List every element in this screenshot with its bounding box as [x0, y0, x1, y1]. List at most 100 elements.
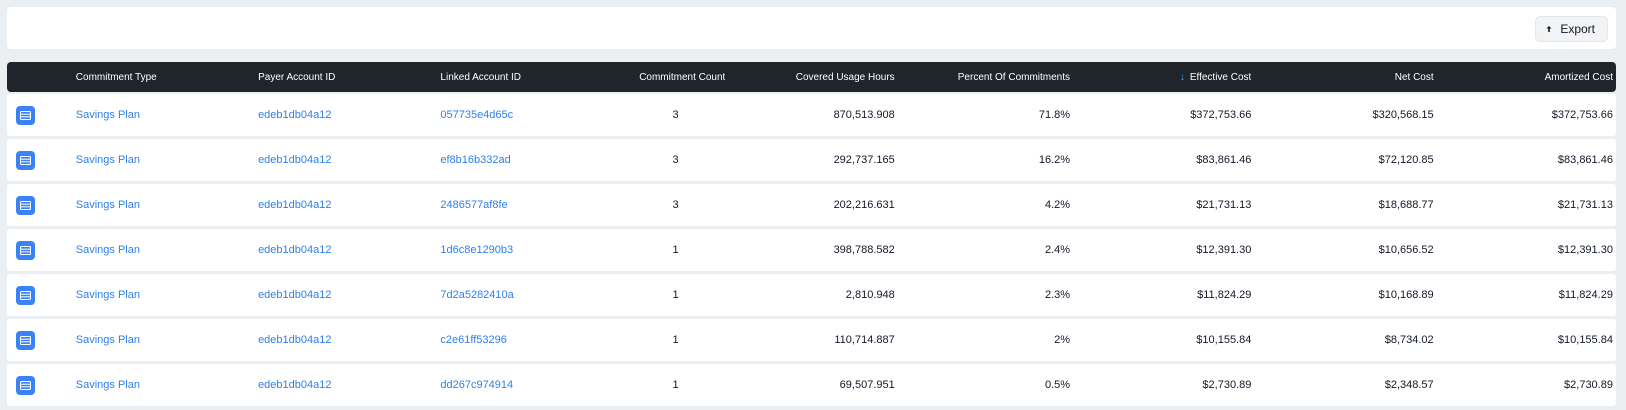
commitments-table: Commitment Type Payer Account ID Linked …	[7, 62, 1616, 406]
table-details-glyph	[20, 245, 31, 255]
commitment-count-cell: 3	[672, 199, 679, 211]
commitment-count-cell: 1	[672, 334, 679, 346]
commitment-type-link[interactable]: Savings Plan	[75, 109, 140, 121]
net-cost-cell: $10,656.52	[1378, 244, 1434, 256]
net-cost-cell: $72,120.85	[1378, 154, 1434, 166]
table-row: Savings Plan edeb1db04a12 c2e61ff53296 1 110…	[7, 319, 1616, 361]
arrow-down-icon: ↓	[1179, 71, 1185, 83]
linked-account-id-link[interactable]: dd267c974914	[440, 379, 514, 391]
payer-account-id-link[interactable]: edeb1db04a12	[258, 334, 332, 346]
effective-cost-cell: $83,861.46	[1196, 154, 1252, 166]
effective-cost-cell: $11,824.29	[1197, 289, 1252, 301]
table-row: Savings Plan edeb1db04a12 dd267c974914 1 69,…	[7, 364, 1616, 406]
commitment-type-link[interactable]: Savings Plan	[75, 199, 140, 211]
amortized-cost-cell: $21,731.13	[1557, 199, 1613, 211]
percent-of-commitments-cell: 2.4%	[1044, 244, 1071, 256]
row-icon-cell	[7, 285, 76, 305]
header-net-cost[interactable]: Net Cost	[1394, 71, 1434, 83]
row-icon-cell	[7, 150, 76, 170]
commitment-count-cell: 3	[672, 109, 679, 121]
payer-account-id-link[interactable]: edeb1db04a12	[258, 379, 332, 391]
table-row: Savings Plan edeb1db04a12 ef8b16b332ad 3 292…	[7, 139, 1616, 181]
table-details-icon[interactable]	[16, 195, 35, 215]
commitment-type-link[interactable]: Savings Plan	[75, 289, 140, 301]
linked-account-id-link[interactable]: 2486577af8fe	[440, 199, 508, 211]
header-linked-account-id[interactable]: Linked Account ID	[440, 71, 522, 83]
export-icon	[1546, 26, 1552, 32]
commitment-count-cell: 1	[672, 289, 679, 301]
table-details-glyph	[20, 380, 31, 390]
net-cost-cell: $320,568.15	[1372, 109, 1434, 121]
amortized-cost-cell: $11,824.29	[1558, 289, 1613, 301]
net-cost-cell: $8,734.02	[1384, 334, 1434, 346]
commitment-count-cell: 3	[672, 154, 679, 166]
effective-cost-cell: $2,730.89	[1202, 379, 1252, 391]
table-row: Savings Plan edeb1db04a12 057735e4d65c 3 870…	[7, 94, 1616, 136]
linked-account-id-link[interactable]: c2e61ff53296	[440, 334, 507, 346]
amortized-cost-cell: $2,730.89	[1564, 379, 1613, 391]
covered-usage-hours-cell: 398,788.582	[833, 244, 895, 256]
table-details-glyph	[20, 200, 31, 210]
row-icon-cell	[7, 240, 76, 260]
table-row: Savings Plan edeb1db04a12 7d2a5282410a 1 2,8…	[7, 274, 1616, 316]
table-details-glyph	[20, 155, 31, 165]
commitment-count-cell: 1	[672, 244, 679, 256]
table-details-icon[interactable]	[16, 285, 35, 305]
table-details-glyph	[20, 335, 31, 345]
payer-account-id-link[interactable]: edeb1db04a12	[258, 109, 332, 121]
linked-account-id-link[interactable]: 057735e4d65c	[440, 109, 514, 121]
table-row: Savings Plan edeb1db04a12 1d6c8e1290b3 1 398…	[7, 229, 1616, 271]
export-button[interactable]: Export	[1535, 16, 1608, 42]
covered-usage-hours-cell: 870,513.908	[833, 109, 895, 121]
net-cost-cell: $2,348.57	[1384, 379, 1434, 391]
header-payer-account-id[interactable]: Payer Account ID	[258, 71, 336, 83]
covered-usage-hours-cell: 202,216.631	[833, 199, 895, 211]
commitment-type-link[interactable]: Savings Plan	[75, 334, 140, 346]
payer-account-id-link[interactable]: edeb1db04a12	[258, 199, 332, 211]
header-covered-usage-hours[interactable]: Covered Usage Hours	[795, 71, 895, 83]
header-effective-cost[interactable]: ↓ Effective Cost	[1070, 71, 1252, 83]
table-header: Commitment Type Payer Account ID Linked …	[7, 62, 1616, 92]
covered-usage-hours-cell: 110,714.887	[834, 334, 895, 346]
percent-of-commitments-cell: 71.8%	[1038, 109, 1071, 121]
percent-of-commitments-cell: 2%	[1054, 334, 1071, 346]
row-icon-cell	[7, 105, 76, 125]
row-icon-cell	[7, 375, 76, 395]
percent-of-commitments-cell: 2.3%	[1044, 289, 1071, 301]
effective-cost-cell: $12,391.30	[1196, 244, 1252, 256]
commitment-type-link[interactable]: Savings Plan	[75, 244, 140, 256]
row-icon-cell	[7, 330, 76, 350]
commitment-type-link[interactable]: Savings Plan	[75, 379, 140, 391]
effective-cost-cell: $21,731.13	[1196, 199, 1252, 211]
table-details-glyph	[20, 290, 31, 300]
payer-account-id-link[interactable]: edeb1db04a12	[258, 244, 332, 256]
payer-account-id-link[interactable]: edeb1db04a12	[258, 154, 332, 166]
table-row: Savings Plan edeb1db04a12 2486577af8fe 3 202…	[7, 184, 1616, 226]
header-effective-cost-label: Effective Cost	[1189, 71, 1252, 83]
header-commitment-type[interactable]: Commitment Type	[75, 71, 157, 83]
table-details-icon[interactable]	[16, 240, 35, 260]
percent-of-commitments-cell: 0.5%	[1044, 379, 1071, 391]
percent-of-commitments-cell: 4.2%	[1044, 199, 1071, 211]
table-details-icon[interactable]	[16, 330, 35, 350]
net-cost-cell: $10,168.89	[1378, 289, 1434, 301]
table-details-glyph	[20, 110, 31, 120]
header-commitment-count[interactable]: Commitment Count	[639, 71, 726, 83]
toolbar: Export	[7, 7, 1616, 49]
linked-account-id-link[interactable]: 1d6c8e1290b3	[440, 244, 514, 256]
percent-of-commitments-cell: 16.2%	[1038, 154, 1071, 166]
table-details-icon[interactable]	[16, 105, 35, 125]
amortized-cost-cell: $12,391.30	[1557, 244, 1613, 256]
commitment-type-link[interactable]: Savings Plan	[75, 154, 140, 166]
table-details-icon[interactable]	[16, 375, 35, 395]
covered-usage-hours-cell: 2,810.948	[845, 289, 895, 301]
export-label: Export	[1560, 22, 1595, 36]
payer-account-id-link[interactable]: edeb1db04a12	[258, 289, 332, 301]
header-percent-of-commitments[interactable]: Percent Of Commitments	[957, 71, 1071, 83]
table-details-icon[interactable]	[16, 150, 35, 170]
row-icon-cell	[7, 195, 76, 215]
linked-account-id-link[interactable]: ef8b16b332ad	[440, 154, 511, 166]
header-amortized-cost[interactable]: Amortized Cost	[1544, 71, 1613, 83]
linked-account-id-link[interactable]: 7d2a5282410a	[440, 289, 514, 301]
amortized-cost-cell: $83,861.46	[1557, 154, 1613, 166]
